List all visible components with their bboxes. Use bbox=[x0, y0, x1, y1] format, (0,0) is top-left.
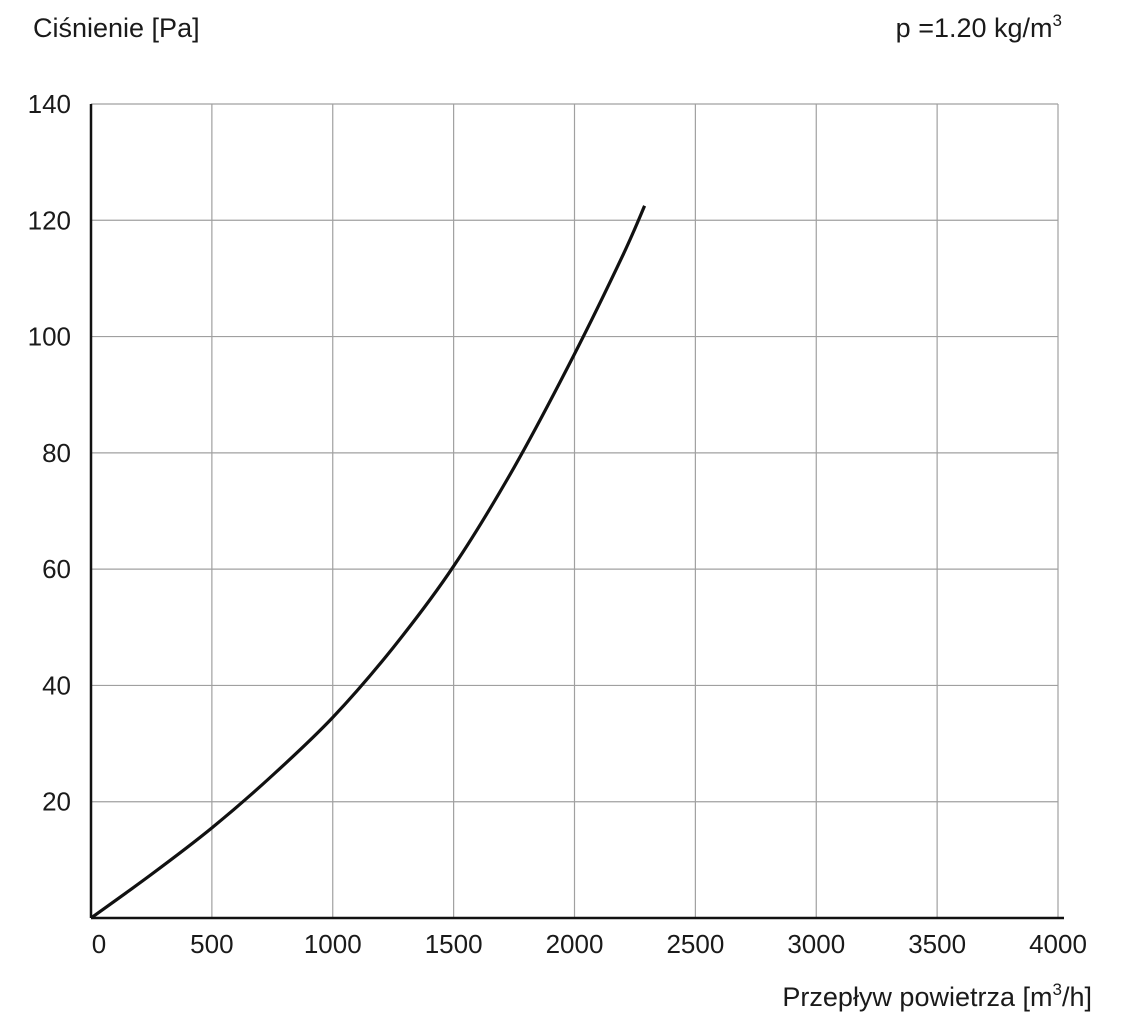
x-tick-label-4000: 4000 bbox=[1029, 929, 1087, 959]
y-tick-label-60: 60 bbox=[42, 554, 71, 584]
x-axis-title-main: Przepływ powietrza [m bbox=[782, 982, 1052, 1012]
y-axis-title: Ciśnienie [Pa] bbox=[33, 13, 200, 43]
grid bbox=[91, 103, 1059, 918]
series-group bbox=[90, 205, 647, 920]
axes bbox=[89, 104, 1064, 920]
x-tick-label-500: 500 bbox=[190, 929, 233, 959]
x-axis-title: Przepływ powietrza [m3/h] bbox=[782, 980, 1092, 1012]
tick-labels: 0 500 1000 1500 2000 2500 3000 3500 4000 20 40 60 80… bbox=[28, 89, 1087, 959]
density-annotation-main: p =1.20 kg/m bbox=[896, 13, 1053, 43]
x-tick-label-2500: 2500 bbox=[666, 929, 724, 959]
y-tick-label-80: 80 bbox=[42, 438, 71, 468]
x-axis-title-sup: 3 bbox=[1053, 980, 1062, 999]
density-annotation-sup: 3 bbox=[1053, 11, 1062, 30]
y-tick-label-140: 140 bbox=[28, 89, 71, 119]
x-tick-label-1000: 1000 bbox=[304, 929, 362, 959]
y-tick-label-20: 20 bbox=[42, 787, 71, 817]
density-annotation: p =1.20 kg/m3 bbox=[896, 11, 1062, 43]
x-tick-label-3000: 3000 bbox=[787, 929, 845, 959]
series-line-0 bbox=[90, 205, 647, 920]
y-tick-label-40: 40 bbox=[42, 670, 71, 700]
x-axis-title-end: /h] bbox=[1062, 982, 1092, 1012]
x-tick-label-0: 0 bbox=[92, 929, 106, 959]
x-tick-label-2000: 2000 bbox=[546, 929, 604, 959]
x-tick-label-3500: 3500 bbox=[908, 929, 966, 959]
y-tick-label-100: 100 bbox=[28, 322, 71, 352]
y-tick-label-120: 120 bbox=[28, 205, 71, 235]
x-tick-label-1500: 1500 bbox=[425, 929, 483, 959]
